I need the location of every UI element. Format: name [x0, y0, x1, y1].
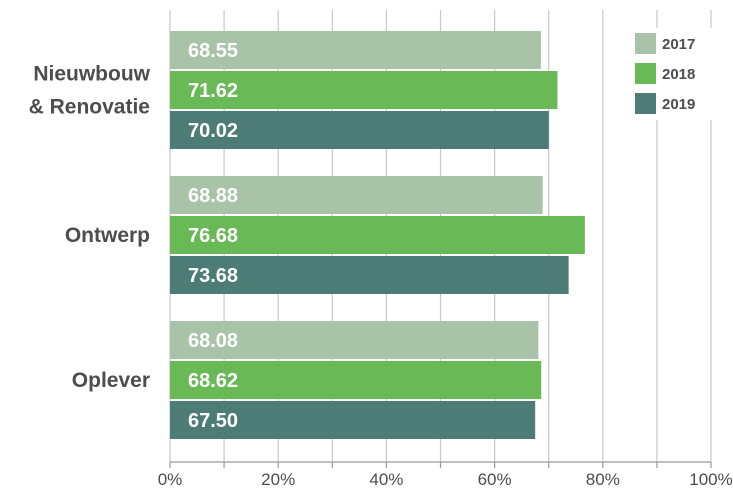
category-label: Ontwerp	[65, 224, 150, 247]
legend: 2017 2018 2019	[628, 28, 712, 120]
x-tick-label: 20%	[261, 470, 295, 489]
category-label: Nieuwbouw & Renovatie	[29, 63, 151, 119]
data-label: 68.62	[188, 370, 238, 392]
bar-2018-3	[170, 361, 542, 399]
bar-2019-3	[170, 401, 536, 439]
legend-label: 2019	[662, 96, 695, 113]
bar-2017-3	[170, 321, 539, 359]
bar-2018-2	[170, 216, 585, 254]
data-label: 68.55	[188, 40, 238, 62]
bars: 68.55 71.62 70.02 68.88 76.68 73.68 68.08 68.62…	[170, 31, 585, 439]
legend-swatch-2017	[635, 33, 656, 54]
data-label: 67.50	[188, 410, 238, 432]
data-label: 70.02	[188, 120, 238, 142]
bar-2018-1	[170, 71, 558, 109]
legend-swatch-2019	[635, 93, 656, 114]
bar-2019-1	[170, 111, 549, 149]
legend-label: 2018	[662, 66, 695, 83]
legend-swatch-2018	[635, 63, 656, 84]
x-tick-label: 100%	[689, 470, 732, 489]
x-tick-labels: 0% 20% 40% 60% 80% 100%	[158, 470, 733, 489]
data-label: 71.62	[188, 80, 238, 102]
data-label: 68.08	[188, 330, 238, 352]
category-label: Oplever	[72, 369, 150, 392]
category-labels: Nieuwbouw & Renovatie Ontwerp Oplever	[29, 63, 151, 393]
bar-2019-2	[170, 256, 569, 294]
data-label: 76.68	[188, 225, 238, 247]
data-label: 68.88	[188, 185, 238, 207]
bar-2017-1	[170, 31, 541, 69]
x-tick-label: 40%	[369, 470, 403, 489]
x-tick-label: 0%	[158, 470, 183, 489]
x-tick-label: 80%	[586, 470, 620, 489]
bar-2017-2	[170, 176, 543, 214]
x-tick-label: 60%	[478, 470, 512, 489]
legend-label: 2017	[662, 36, 695, 53]
data-label: 73.68	[188, 265, 238, 287]
